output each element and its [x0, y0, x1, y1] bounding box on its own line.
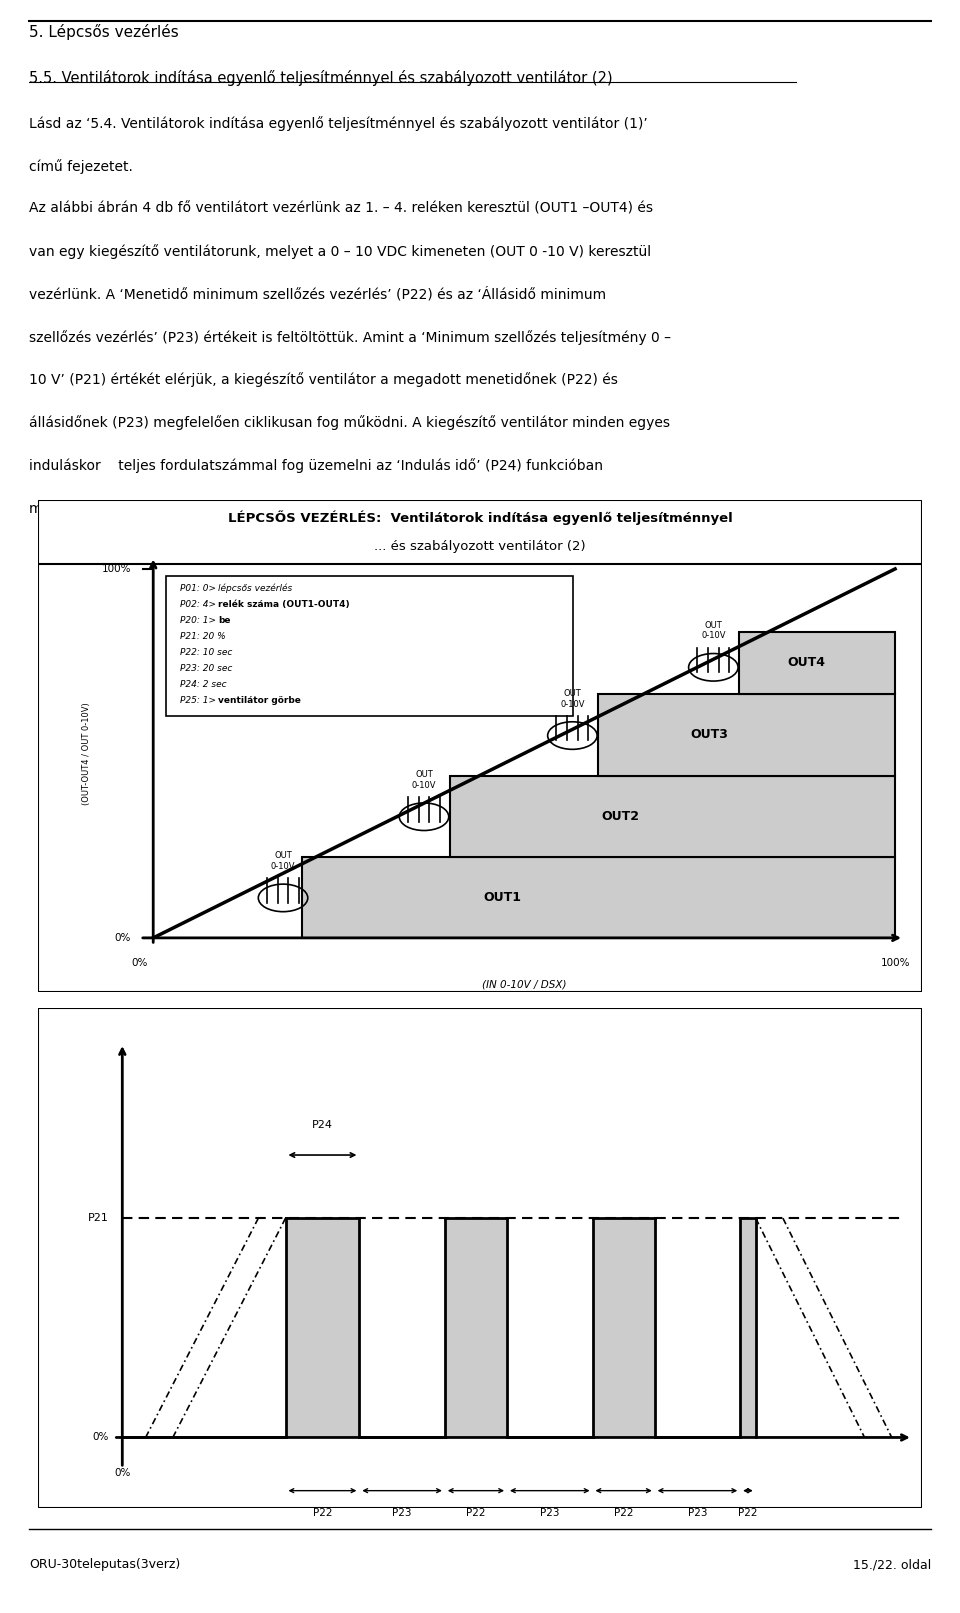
Bar: [38, 500, 922, 565]
Text: ... és szabályozott ventilátor (2): ... és szabályozott ventilátor (2): [374, 540, 586, 553]
Bar: [740, 1218, 756, 1437]
Text: 0%: 0%: [115, 932, 132, 944]
Text: 5. Lépcsős vezérlés: 5. Lépcsős vezérlés: [29, 24, 179, 40]
Text: OUT
0-10V: OUT 0-10V: [271, 852, 296, 871]
Text: P01: 0>: P01: 0>: [180, 584, 222, 594]
Text: ventilátor görbe: ventilátor görbe: [218, 695, 300, 705]
Text: P21: 20 %: P21: 20 %: [180, 632, 226, 640]
Text: OUT2: OUT2: [602, 810, 639, 823]
Text: P22: 10 sec: P22: 10 sec: [180, 648, 232, 656]
Text: P21: P21: [88, 1213, 109, 1223]
Text: 0%: 0%: [93, 1432, 109, 1442]
Text: lépcsős vezérlés: lépcsős vezérlés: [218, 584, 292, 594]
Text: P25: 1>: P25: 1>: [180, 695, 222, 705]
Text: vezérlünk. A ‘Menetidő minimum szellőzés vezérlés’ (P22) és az ‘Állásidő minimum: vezérlünk. A ‘Menetidő minimum szellőzés…: [29, 287, 606, 302]
Text: P02: 4>: P02: 4>: [180, 600, 222, 610]
Text: Az alábbi ábrán 4 db fő ventilátort vezérlünk az 1. – 4. reléken keresztül (OUT1: Az alábbi ábrán 4 db fő ventilátort vezé…: [29, 202, 653, 216]
Bar: [285, 1218, 359, 1437]
Text: Lásd az ‘5.4. Ventilátorok indítása egyenlő teljesítménnyel és szabályozott vent: Lásd az ‘5.4. Ventilátorok indítása egye…: [29, 116, 648, 131]
Bar: [301, 857, 895, 937]
Text: 100%: 100%: [102, 565, 132, 574]
Text: (IN 0-10V / DSX): (IN 0-10V / DSX): [482, 979, 566, 990]
Text: OUT
0-10V: OUT 0-10V: [412, 771, 436, 790]
Text: P20: 1>: P20: 1>: [180, 616, 222, 624]
Text: OUT3: OUT3: [690, 729, 729, 742]
Text: induláskor    teljes fordulatszámmal fog üzemelni az ‘Indulás idő’ (P24) funkció: induláskor teljes fordulatszámmal fog üz…: [29, 458, 603, 473]
Text: állásidőnek (P23) megfelelően ciklikusan fog működni. A kiegészítő ventilátor mi: állásidőnek (P23) megfelelően ciklikusan…: [29, 416, 670, 431]
Text: P22: P22: [313, 1508, 332, 1518]
Bar: [450, 776, 895, 857]
Text: P23: 20 sec: P23: 20 sec: [180, 663, 232, 673]
Text: 5.5. Ventilátorok indítása egyenlő teljesítménnyel és szabályozott ventilátor (2: 5.5. Ventilátorok indítása egyenlő telje…: [29, 71, 612, 85]
Text: P24: 2 sec: P24: 2 sec: [180, 679, 227, 689]
Text: P22: P22: [613, 1508, 634, 1518]
Bar: [598, 694, 895, 776]
Bar: [739, 632, 895, 694]
Text: (OUT-OUT4 / OUT 0-10V): (OUT-OUT4 / OUT 0-10V): [83, 702, 91, 805]
Text: OUT
0-10V: OUT 0-10V: [560, 689, 585, 708]
Text: OUT1: OUT1: [483, 890, 521, 903]
Text: 0%: 0%: [114, 1468, 131, 1478]
Text: szellőzés vezérlés’ (P23) értékeit is feltöltöttük. Amint a ‘Minimum szellőzés t: szellőzés vezérlés’ (P23) értékeit is fe…: [29, 331, 671, 345]
Text: relék száma (OUT1-OUT4): relék száma (OUT1-OUT4): [218, 600, 349, 610]
Text: P22: P22: [738, 1508, 757, 1518]
Text: 10 V’ (P21) értékét elérjük, a kiegészítő ventilátor a megadott menetidőnek (P22: 10 V’ (P21) értékét elérjük, a kiegészít…: [29, 373, 617, 387]
Bar: [166, 576, 573, 716]
Text: P23: P23: [687, 1508, 708, 1518]
Text: van egy kiegészítő ventilátorunk, melyet a 0 – 10 VDC kimeneten (OUT 0 -10 V) ke: van egy kiegészítő ventilátorunk, melyet…: [29, 245, 651, 260]
Text: meghatározott időtartamig.: meghatározott időtartamig.: [29, 502, 223, 516]
Text: be: be: [218, 616, 230, 624]
Bar: [592, 1218, 655, 1437]
Text: 100%: 100%: [880, 958, 910, 968]
Text: 0%: 0%: [132, 958, 148, 968]
Text: LÉPCSŐS VEZÉRLÉS:  Ventilátorok indítása egyenlő teljesítménnyel: LÉPCSŐS VEZÉRLÉS: Ventilátorok indítása …: [228, 510, 732, 524]
Text: ORU-30teleputas(3verz): ORU-30teleputas(3verz): [29, 1558, 180, 1571]
Text: 15./22. oldal: 15./22. oldal: [852, 1558, 931, 1571]
Text: P22: P22: [467, 1508, 486, 1518]
Text: P23: P23: [393, 1508, 412, 1518]
Bar: [444, 1218, 507, 1437]
Text: OUT4: OUT4: [787, 656, 825, 669]
Text: OUT
0-10V: OUT 0-10V: [701, 621, 726, 640]
Text: P24: P24: [312, 1119, 333, 1131]
Text: című fejezetet.: című fejezetet.: [29, 160, 132, 174]
Text: P23: P23: [540, 1508, 560, 1518]
